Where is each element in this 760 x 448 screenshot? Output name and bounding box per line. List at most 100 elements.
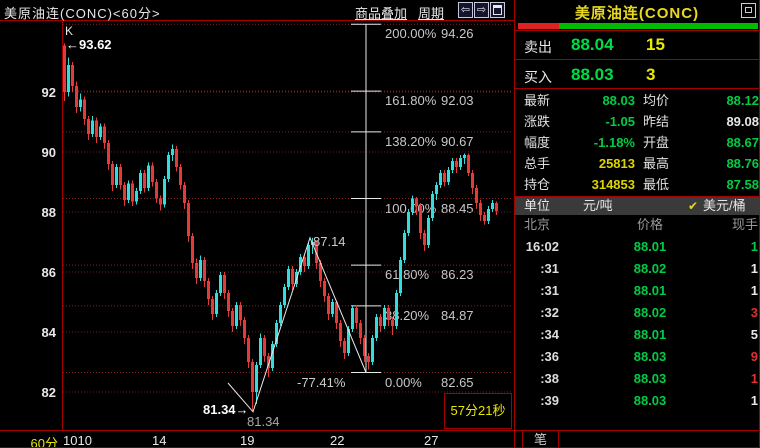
x-axis-tick-label: 22: [330, 433, 345, 448]
drawing-low-label: 81.34: [247, 414, 280, 429]
buy-sell-ratio-bar: [518, 23, 758, 29]
tick-row: :38 88.03 1: [515, 368, 760, 390]
candlestick-plot[interactable]: 200.00% 94.26 161.80% 92.03 138.20% 90.67 100.…: [0, 22, 514, 430]
overlay-link[interactable]: 商品叠加: [355, 6, 408, 21]
tick-price: 88.02: [633, 261, 667, 276]
tick-price: 88.03: [633, 371, 667, 386]
tick-time: :38: [540, 371, 559, 386]
divider: [559, 430, 760, 431]
stat-value: -1.18%: [593, 135, 635, 150]
stat-value: 88.67: [726, 135, 759, 150]
separator-line: [515, 196, 760, 197]
chart-titlebar: 美原油连(CONC)<60分> 商品叠加 周期 ⇦ ⇨: [0, 0, 514, 21]
tick-time: :32: [540, 305, 559, 320]
stat-value: -1.05: [605, 114, 635, 129]
fib-level-label: 138.20% 90.67: [385, 133, 474, 149]
tick-volume: 5: [750, 327, 758, 342]
restore-window-icon[interactable]: [741, 3, 756, 18]
tick-price: 88.01: [633, 283, 667, 298]
ask-label: 卖出: [524, 39, 552, 55]
stat-label: 涨跌: [524, 114, 551, 129]
drawing-high-label: 87.14: [313, 234, 346, 249]
stat-label: 幅度: [524, 135, 551, 150]
stat-label: 最低: [643, 177, 670, 192]
low-price-annotation: 81.34→: [203, 402, 249, 417]
unit-option-yuan-ton[interactable]: 元/吨: [583, 198, 613, 213]
tick-volume: 3: [750, 305, 758, 320]
x-axis-period-label: 60分: [30, 436, 58, 448]
split-window-icon[interactable]: [490, 2, 505, 18]
ratio-bar-red: [518, 23, 559, 29]
high-price-annotation: ←93.62: [66, 37, 112, 52]
tick-volume: 1: [750, 283, 758, 298]
tick-time: 16:02: [525, 239, 559, 254]
tick-time: :31: [540, 283, 559, 298]
stat-value: 25813: [598, 156, 635, 171]
tick-row: 16:02 88.01 1: [515, 236, 760, 258]
fib-level-label: 200.00% 94.26: [385, 26, 474, 42]
tick-time: :39: [540, 393, 559, 408]
tick-header-price: 价格: [636, 217, 663, 232]
y-axis-tick-label: 90: [41, 145, 56, 160]
stat-value: 88.03: [602, 93, 635, 108]
stats-block: 最新 88.03 均价 88.12 涨跌 -1.05 昨结 89.08 幅度 -1.18% 开盘 88…: [515, 90, 760, 196]
checkmark-icon: ✔: [688, 199, 699, 213]
tick-row: :39 88.03 1: [515, 390, 760, 412]
ask-price: 88.04: [571, 35, 614, 54]
bid-volume: 3: [646, 65, 656, 84]
quote-panel: 美原油连(CONC) 卖出 88.04 15 买入 88.03 3 最新 88.0…: [514, 0, 760, 448]
y-axis-tick-label: 84: [41, 325, 56, 340]
bid-price: 88.03: [571, 65, 614, 84]
ask-row[interactable]: 卖出 88.04 15: [515, 31, 760, 60]
tick-volume: 1: [750, 393, 758, 408]
tick-row: :31 88.02 1: [515, 258, 760, 280]
unit-row: 单位 元/吨 ✔ 美元/桶: [515, 197, 760, 215]
stat-label: 持仓: [524, 177, 551, 192]
fib-level-label: 161.80% 92.03: [385, 93, 474, 109]
tick-header-volume: 现手: [731, 217, 758, 232]
fib-level-label: 0.00% 82.65: [385, 374, 474, 390]
tick-volume: 1: [750, 371, 758, 386]
stat-value: 87.58: [726, 177, 759, 192]
stat-value: 88.76: [726, 156, 759, 171]
stat-label: 昨结: [643, 114, 670, 129]
y-axis-tick-label: 86: [41, 265, 56, 280]
stat-row: 最新 88.03 均价 88.12: [515, 90, 760, 111]
y-axis-tick-label: 88: [41, 205, 56, 220]
x-axis: 60分 1010 14 19 22 27: [0, 430, 514, 448]
divider: [515, 430, 522, 431]
chart-area: 美原油连(CONC)<60分> 商品叠加 周期 ⇦ ⇨ 200.00% 94.26…: [0, 0, 514, 448]
tick-price: 88.03: [633, 393, 667, 408]
stat-value: 314853: [591, 177, 635, 192]
tick-time: :31: [540, 261, 559, 276]
tick-header-time: 北京: [524, 217, 551, 232]
stat-row: 涨跌 -1.05 昨结 89.08: [515, 111, 760, 132]
tab-tick[interactable]: 笔: [522, 430, 559, 448]
back-arrow-icon[interactable]: ⇦: [458, 2, 473, 18]
tick-price: 88.03: [633, 349, 667, 364]
tick-list-header: 北京 价格 现手: [515, 216, 760, 234]
tick-volume: 1: [750, 261, 758, 276]
forward-arrow-icon[interactable]: ⇨: [474, 2, 489, 18]
indicator-label: K: [65, 24, 74, 38]
tick-volume: 1: [750, 239, 758, 254]
tick-price: 88.02: [633, 305, 667, 320]
period-link[interactable]: 周期: [418, 6, 445, 21]
tick-time: :36: [540, 349, 559, 364]
stat-row: 幅度 -1.18% 开盘 88.67: [515, 132, 760, 153]
tick-list: 16:02 88.01 1:31 88.02 1:31 88.01 1:32 88.02 3:3…: [515, 236, 760, 414]
tick-row: :32 88.02 3: [515, 302, 760, 324]
unit-option-usd-barrel[interactable]: 美元/桶: [703, 198, 746, 213]
bid-ask-box: 卖出 88.04 15 买入 88.03 3: [515, 30, 760, 89]
fib-level-label: 61.80% 86.23: [385, 267, 474, 283]
stat-label: 均价: [643, 93, 670, 108]
tick-price: 88.01: [633, 327, 667, 342]
stat-value: 88.12: [726, 93, 759, 108]
tick-row: :34 88.01 5: [515, 324, 760, 346]
stat-label: 开盘: [643, 135, 670, 150]
bid-row[interactable]: 买入 88.03 3: [515, 61, 760, 90]
ask-volume: 15: [646, 35, 665, 54]
drawing-retrace-label: -77.41%: [297, 375, 346, 390]
stat-row: 总手 25813 最高 88.76: [515, 153, 760, 174]
